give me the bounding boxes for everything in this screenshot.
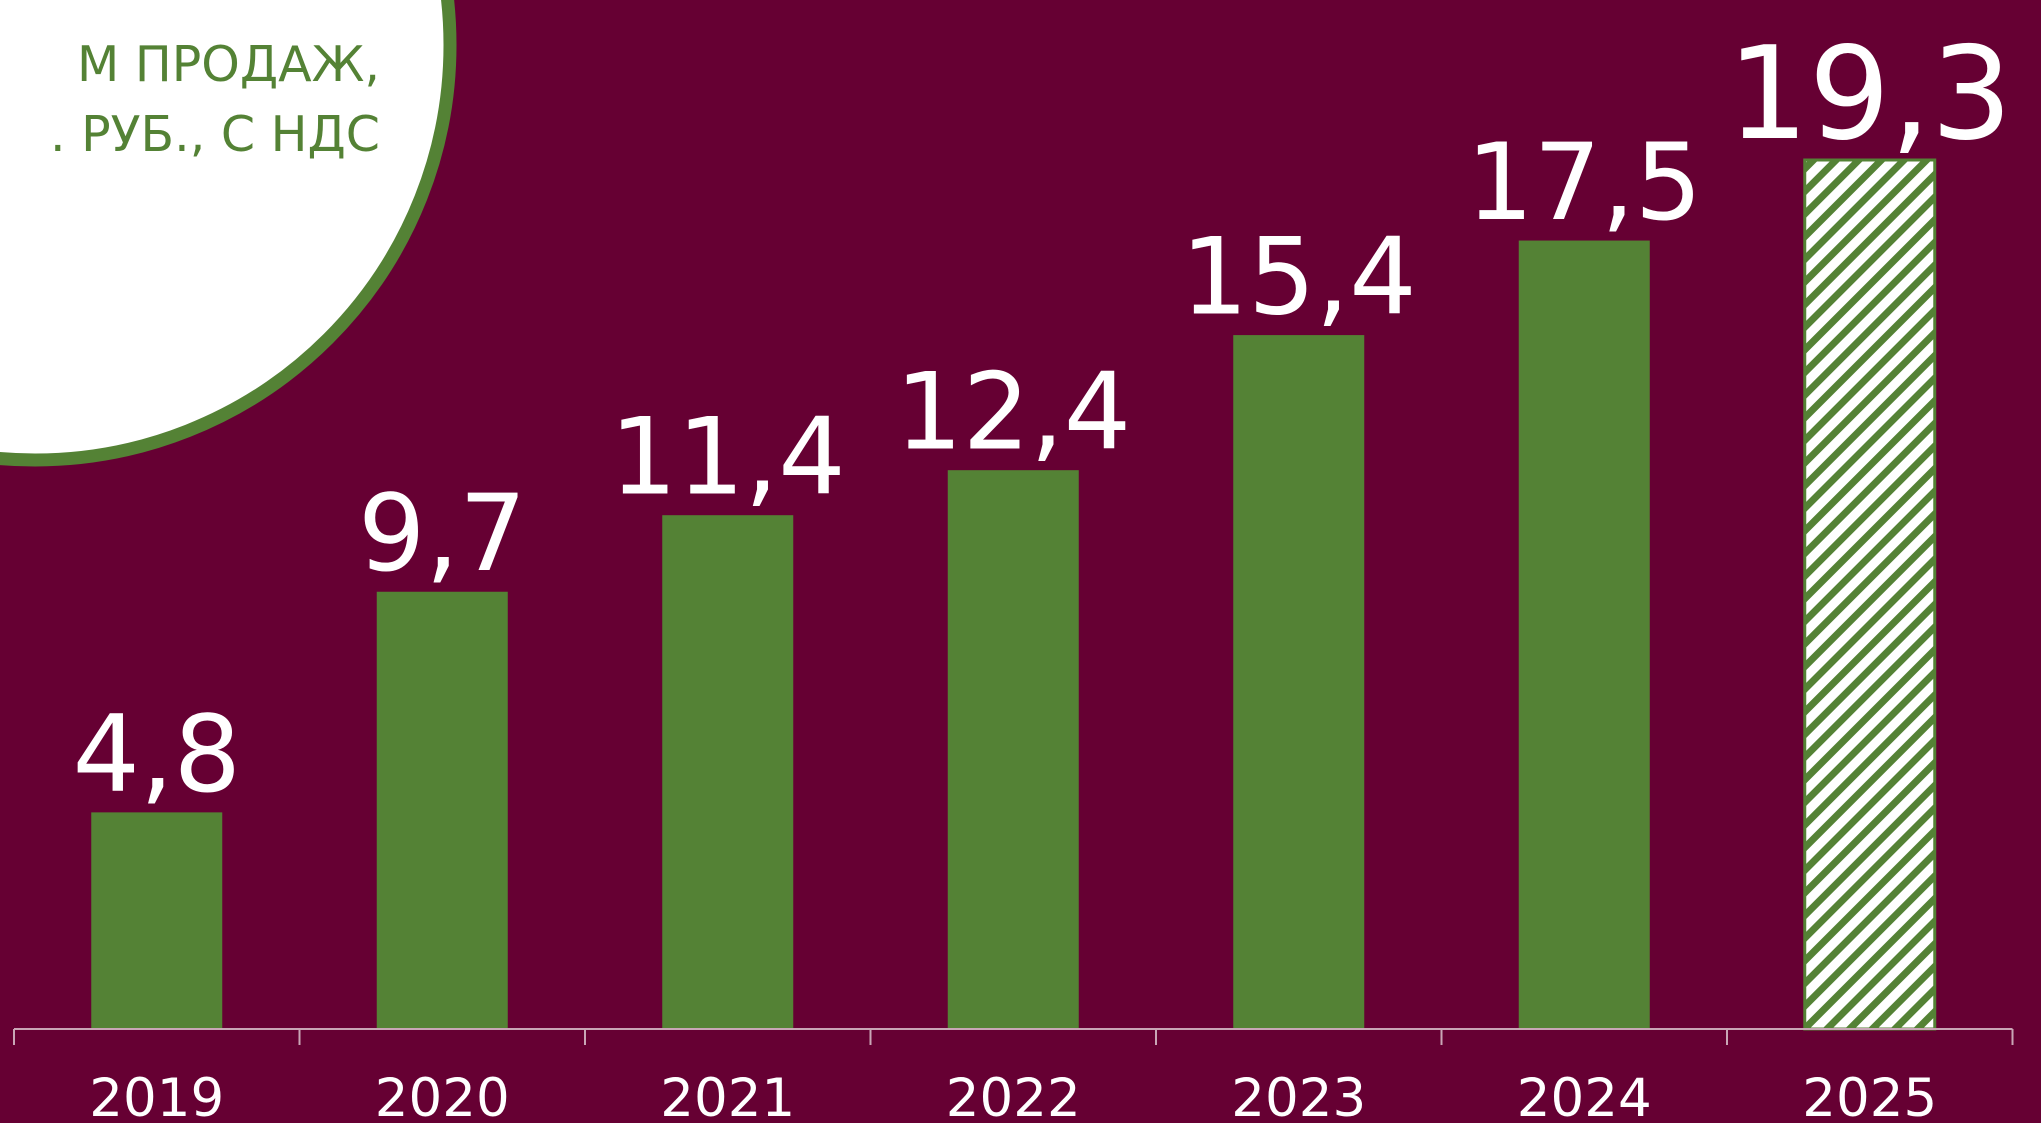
x-tick-label-2022: 2022: [946, 1068, 1081, 1123]
x-axis: [13, 1028, 2014, 1045]
bar-2022: [947, 470, 1079, 1030]
data-label-2021: 11,4: [610, 396, 846, 519]
chart-title-line-1: М ПРОДАЖ,: [77, 36, 380, 93]
bar-2023: [1233, 335, 1365, 1030]
data-label-2022: 12,4: [895, 351, 1131, 474]
bar-2025: [1803, 158, 1937, 1031]
bar-2020: [376, 591, 508, 1030]
labels-layer: 4,8 2019 9,7 2020 11,4 2021 12,4 2022 15,4 2023 17…: [72, 20, 2012, 1123]
chart-title: М ПРОДАЖ, . РУБ., С НДС: [0, 30, 380, 170]
data-label-2025: 19,3: [1727, 20, 2012, 169]
bars-layer: [91, 158, 1937, 1031]
x-tick-label-2019: 2019: [89, 1068, 224, 1123]
x-tick-label-2023: 2023: [1231, 1068, 1366, 1123]
data-label-2024: 17,5: [1466, 121, 1702, 244]
chart-title-line-2: . РУБ., С НДС: [49, 106, 380, 163]
x-tick-label-2021: 2021: [660, 1068, 795, 1123]
bar-2021: [662, 515, 794, 1030]
data-label-2020: 9,7: [358, 472, 527, 595]
bar-2024: [1518, 240, 1650, 1030]
data-label-2019: 4,8: [72, 693, 241, 816]
bar-2019: [91, 812, 223, 1030]
x-tick-label-2025: 2025: [1802, 1068, 1937, 1123]
data-label-2023: 15,4: [1181, 216, 1417, 339]
x-tick-label-2020: 2020: [375, 1068, 510, 1123]
x-tick-label-2024: 2024: [1517, 1068, 1652, 1123]
title-circle: [0, 0, 457, 467]
